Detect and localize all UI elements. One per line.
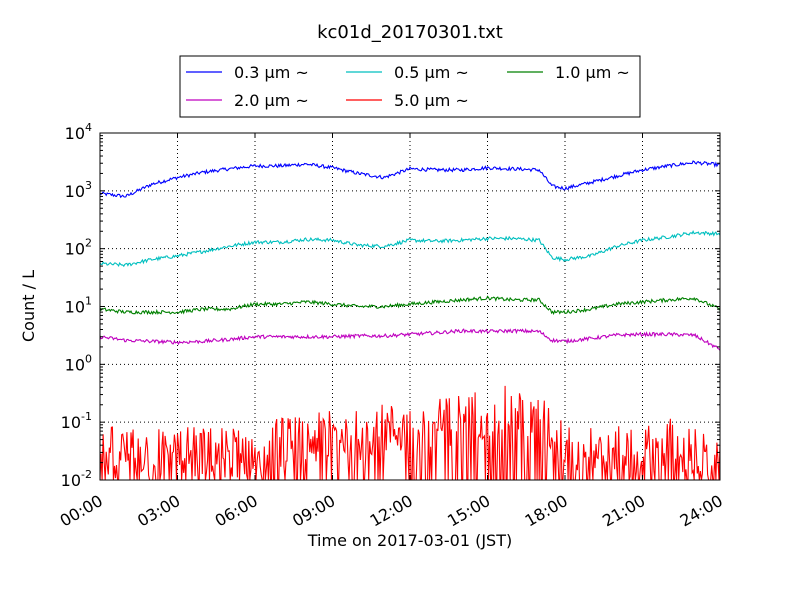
x-tick-label: 09:00 (289, 491, 338, 531)
legend-label: 1.0 μm ~ (555, 63, 630, 82)
series-line-4 (99, 385, 721, 481)
y-tick-label: 102 (65, 237, 92, 259)
y-tick-label: 101 (65, 295, 92, 317)
series-line-0 (99, 160, 721, 199)
series-line-1 (99, 229, 721, 268)
legend-label: 2.0 μm ~ (234, 91, 309, 110)
series-line-3 (99, 327, 721, 351)
x-tick-label: 24:00 (677, 491, 726, 531)
x-tick-label: 21:00 (599, 491, 648, 531)
legend-label: 0.3 μm ~ (234, 63, 309, 82)
y-axis-label: Count / L (19, 270, 38, 342)
chart-title: kc01d_20170301.txt (317, 22, 503, 43)
x-tick-label: 12:00 (367, 491, 416, 531)
x-tick-label: 18:00 (522, 491, 571, 531)
series-line-2 (99, 295, 721, 316)
series-layer (99, 160, 721, 481)
legend: 0.3 μm ~ 0.5 μm ~ 1.0 μm ~ 2.0 μm ~ 5.0 μm ~ (179, 55, 641, 118)
x-tick-label: 00:00 (57, 491, 106, 531)
x-tick-label: 15:00 (444, 491, 493, 531)
grid-lines (100, 133, 720, 480)
x-axis-label: Time on 2017-03-01 (JST) (307, 531, 512, 550)
legend-label: 0.5 μm ~ (394, 63, 469, 82)
y-tick-label: 100 (65, 352, 92, 374)
x-tick-label: 03:00 (134, 491, 183, 531)
legend-label: 5.0 μm ~ (394, 91, 469, 110)
y-tick-label: 10-2 (61, 468, 92, 490)
y-tick-label: 103 (65, 179, 92, 201)
y-tick-label: 10-1 (61, 410, 92, 432)
legend-box (179, 55, 641, 118)
x-tick-label: 06:00 (212, 491, 261, 531)
y-tick-label: 104 (65, 121, 92, 143)
